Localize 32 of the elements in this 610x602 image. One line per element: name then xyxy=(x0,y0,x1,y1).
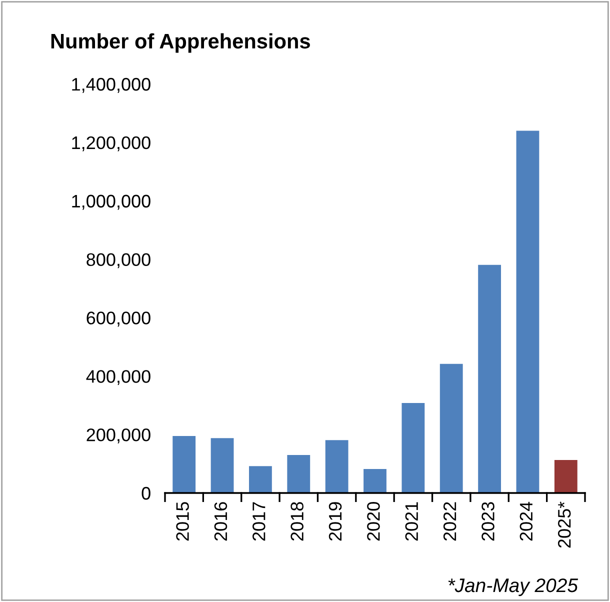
x-tick-label: 2021 xyxy=(405,502,418,541)
x-tick-label: 2022 xyxy=(443,502,456,541)
bar xyxy=(440,364,463,493)
bar xyxy=(402,403,425,493)
y-tick-label: 0 xyxy=(142,486,150,500)
bar xyxy=(325,440,348,493)
bar xyxy=(478,264,501,493)
x-tick-label: 2018 xyxy=(290,502,304,541)
bar xyxy=(210,438,234,493)
y-tick-label: 1,000,000 xyxy=(72,194,150,210)
bar xyxy=(364,469,386,493)
text: *Jan-May 2025 xyxy=(448,578,578,596)
bar xyxy=(172,436,196,493)
x-tick-label: 2023 xyxy=(482,502,494,541)
x-tick-label: 2024 xyxy=(520,502,533,541)
x-tick-label: 2025* xyxy=(558,502,571,548)
x-tick-label: 2019 xyxy=(328,502,342,541)
bar xyxy=(287,455,310,493)
y-tick-label: 200,000 xyxy=(86,428,150,444)
chart-title: Number of Apprehensions xyxy=(51,33,310,53)
x-tick-label: 2020 xyxy=(367,502,380,541)
x-tick-label: 2015 xyxy=(176,502,189,541)
x-tick-label: 2016 xyxy=(214,502,228,541)
bar xyxy=(249,466,272,493)
y-tick-label: 600,000 xyxy=(86,312,150,327)
bar xyxy=(554,460,578,493)
y-tick-label: 1,400,000 xyxy=(72,78,150,93)
bar xyxy=(516,130,540,493)
x-tick-label: 2017 xyxy=(252,502,266,541)
y-tick-label: 1,200,000 xyxy=(72,136,150,152)
y-tick-label: 800,000 xyxy=(86,253,150,268)
y-tick-label: 400,000 xyxy=(86,370,150,385)
